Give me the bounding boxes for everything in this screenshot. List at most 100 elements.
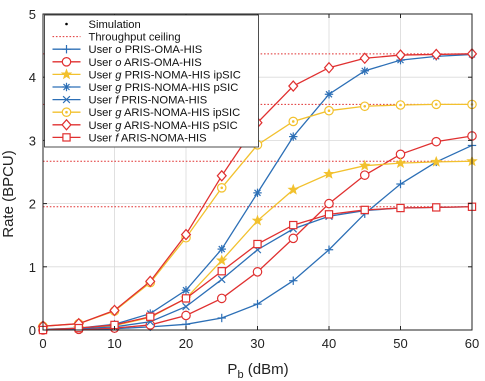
legend-entry: User f ARIS-NOMA-HIS xyxy=(52,132,207,144)
data-point xyxy=(289,132,298,141)
legend-label: User g ARIS-NOMA-HIS ipSIC xyxy=(89,107,241,119)
data-point xyxy=(324,105,334,116)
x-tick-label: 60 xyxy=(465,336,479,351)
y-tick-label: 0 xyxy=(29,323,36,338)
data-point xyxy=(324,245,334,254)
data-point xyxy=(288,233,299,244)
data-point xyxy=(395,100,406,110)
data-point xyxy=(359,52,370,65)
x-tick-label: 20 xyxy=(179,336,193,351)
legend-label: User g PRIS-NOMA-HIS pSIC xyxy=(89,82,239,94)
y-tick-label: 4 xyxy=(29,70,36,85)
x-axis-label-main: P xyxy=(227,361,237,378)
legend-label: Simulation xyxy=(89,19,141,31)
data-point xyxy=(181,294,191,303)
x-tick-label: 10 xyxy=(107,336,121,351)
legend-label: User g ARIS-NOMA-HIS pSIC xyxy=(89,120,238,132)
data-point xyxy=(251,214,264,226)
x-tick-label: 50 xyxy=(393,336,407,351)
data-point xyxy=(360,205,369,215)
data-point xyxy=(216,169,227,182)
y-tick-label: 3 xyxy=(29,133,36,148)
data-point xyxy=(180,228,192,241)
legend-entry: Simulation xyxy=(65,19,141,31)
data-point xyxy=(431,99,442,110)
data-point xyxy=(288,80,299,92)
data-point xyxy=(216,293,227,304)
data-point xyxy=(396,179,405,189)
legend-marker xyxy=(62,95,71,104)
data-point xyxy=(288,116,299,127)
y-tick-label: 2 xyxy=(29,197,36,212)
legend-entry: User o PRIS-OMA-HIS xyxy=(52,44,203,56)
legend-marker xyxy=(60,68,73,80)
data-point xyxy=(395,49,406,61)
data-point xyxy=(323,61,335,74)
data-point xyxy=(253,188,262,198)
x-axis-label-subscript: b xyxy=(237,369,243,381)
data-point xyxy=(217,275,226,284)
series-lines xyxy=(37,47,478,335)
data-point xyxy=(431,48,442,61)
legend-label: Throughput ceiling xyxy=(89,32,181,44)
y-tick-label: 5 xyxy=(29,7,36,22)
data-point xyxy=(396,203,405,213)
data-point xyxy=(324,90,334,99)
data-point xyxy=(324,210,334,219)
legend-label: User o ARIS-OMA-HIS xyxy=(89,57,202,69)
legend-marker xyxy=(62,82,71,92)
legend-marker xyxy=(61,56,72,67)
data-point xyxy=(289,276,298,285)
legend-marker xyxy=(62,133,71,142)
data-point xyxy=(358,159,371,171)
legend-entry: User g PRIS-NOMA-HIS ipSIC xyxy=(52,68,241,81)
data-point xyxy=(324,198,334,209)
x-axis-label: Pb (dBm) xyxy=(227,361,288,381)
data-point xyxy=(394,157,407,169)
data-point xyxy=(289,220,298,230)
data-point xyxy=(217,244,226,254)
data-point xyxy=(360,66,369,76)
axis-ticks: 0 10 20 30 40 50 60 0 1 2 3 4 5 xyxy=(29,7,479,351)
legend-entry: User f PRIS-NOMA-HIS xyxy=(52,95,208,107)
legend-entry: User o ARIS-OMA-HIS xyxy=(52,56,202,69)
y-tick-label: 1 xyxy=(29,260,36,275)
x-tick-label: 40 xyxy=(322,336,336,351)
data-point xyxy=(181,285,191,295)
data-point xyxy=(359,170,370,180)
data-point xyxy=(359,101,370,112)
data-point xyxy=(109,304,120,317)
legend-entry: User g PRIS-NOMA-HIS pSIC xyxy=(52,82,239,94)
data-point xyxy=(431,136,442,147)
data-point xyxy=(146,312,155,321)
legend-label: User o PRIS-OMA-HIS xyxy=(89,44,203,56)
data-point xyxy=(432,203,441,212)
x-tick-label: 0 xyxy=(39,336,46,351)
x-tick-label: 30 xyxy=(250,336,264,351)
data-point xyxy=(287,183,300,195)
data-point xyxy=(430,155,443,167)
data-point xyxy=(181,310,191,321)
data-point xyxy=(74,323,83,333)
legend-label: User f ARIS-NOMA-HIS xyxy=(89,132,207,144)
legend-label: User g PRIS-NOMA-HIS ipSIC xyxy=(89,69,241,81)
data-point xyxy=(253,239,262,249)
legend-entry: User g ARIS-NOMA-HIS ipSIC xyxy=(52,107,241,119)
legend-entry: User g ARIS-NOMA-HIS pSIC xyxy=(52,118,238,132)
data-point xyxy=(215,254,228,266)
data-point xyxy=(323,167,335,179)
legend-marker xyxy=(61,107,72,117)
legend-label: User f PRIS-NOMA-HIS xyxy=(89,95,208,107)
legend-marker xyxy=(62,45,71,54)
legend-entry: Throughput ceiling xyxy=(52,32,181,44)
legend-marker xyxy=(61,118,72,131)
data-point xyxy=(217,267,226,276)
data-point xyxy=(252,267,263,277)
data-point xyxy=(217,313,226,323)
data-point xyxy=(253,299,262,309)
data-point xyxy=(145,275,156,288)
x-axis-label-unit: (dBm) xyxy=(244,361,289,378)
legend-dot-symbol xyxy=(65,22,68,26)
